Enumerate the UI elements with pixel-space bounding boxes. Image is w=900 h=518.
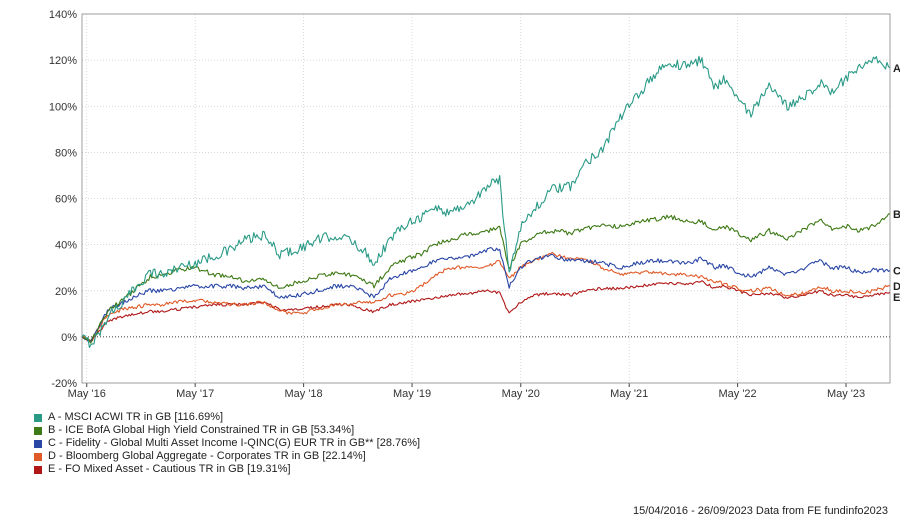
y-tick-label: 80% — [55, 147, 77, 159]
legend-label-c: C - Fidelity - Global Multi Asset Income… — [48, 437, 421, 449]
legend-swatch-b — [34, 426, 42, 435]
y-tick-label: 60% — [55, 194, 77, 206]
legend-swatch-c — [34, 439, 42, 448]
series-line-e — [81, 280, 891, 342]
footer-data-source: Data from FE fundinfo2023 — [755, 505, 888, 517]
legend-swatch-a — [34, 413, 42, 422]
legend-label-d: D - Bloomberg Global Aggregate - Corpora… — [48, 450, 366, 462]
legend-item-b[interactable]: B - ICE BofA Global High Yield Constrain… — [34, 424, 420, 437]
y-tick-label: 20% — [55, 286, 77, 298]
end-label-c: C — [893, 266, 900, 278]
x-tick-label: May '20 — [502, 388, 540, 400]
end-label-d: D — [893, 281, 900, 293]
legend-label-b: B - ICE BofA Global High Yield Constrain… — [48, 424, 355, 436]
x-tick-label: May '16 — [68, 388, 106, 400]
x-tick-label: May '23 — [827, 388, 865, 400]
footer-source: 15/04/2016 - 26/09/2023 Data from FE fun… — [633, 505, 888, 517]
x-tick-label: May '18 — [285, 388, 323, 400]
legend-swatch-e — [34, 465, 42, 474]
series-line-d — [81, 251, 891, 342]
legend-item-c[interactable]: C - Fidelity - Global Multi Asset Income… — [34, 437, 420, 450]
grid-lines — [82, 13, 890, 384]
legend-label-a: A - MSCI ACWI TR in GB [116.69%] — [48, 411, 224, 423]
end-label-b: B — [893, 209, 900, 221]
x-tick-label: May '17 — [176, 388, 214, 400]
legend-item-e[interactable]: E - FO Mixed Asset - Cautious TR in GB [… — [34, 463, 420, 476]
axes: 140% 120% 100% 80% 60% 40% 20% 0% -20%May '16 May… — [49, 9, 891, 400]
x-tick-label: May '22 — [719, 388, 757, 400]
series-line-c — [81, 246, 891, 343]
x-tick-label: May '21 — [610, 388, 648, 400]
y-tick-label: 100% — [49, 101, 77, 113]
end-label-e: E — [893, 292, 900, 304]
plot-frame — [81, 13, 891, 384]
y-tick-label: 120% — [49, 55, 77, 67]
footer-date-range: 15/04/2016 - 26/09/2023 — [632, 505, 753, 517]
legend-label-e: E - FO Mixed Asset - Cautious TR in GB [… — [48, 463, 291, 475]
series-line-b — [81, 213, 890, 344]
series-line-a — [81, 55, 891, 349]
y-tick-label: 140% — [49, 9, 77, 21]
end-label-a: A — [893, 63, 900, 75]
legend-item-d[interactable]: D - Bloomberg Global Aggregate - Corpora… — [34, 450, 420, 463]
series-end-labels: A B CDE — [893, 63, 900, 304]
series-lines — [81, 55, 891, 349]
y-tick-label: -20% — [51, 378, 77, 390]
y-tick-label: 0% — [61, 332, 77, 344]
x-tick-label: May '19 — [393, 388, 431, 400]
legend-item-a[interactable]: A - MSCI ACWI TR in GB [116.69%] — [34, 411, 420, 424]
legend: A - MSCI ACWI TR in GB [116.69%] B - ICE… — [34, 411, 420, 476]
y-tick-label: 40% — [55, 240, 77, 252]
legend-swatch-d — [34, 452, 42, 461]
performance-chart: 140% 120% 100% 80% 60% 40% 20% 0% -20%May '16 May… — [49, 9, 900, 400]
